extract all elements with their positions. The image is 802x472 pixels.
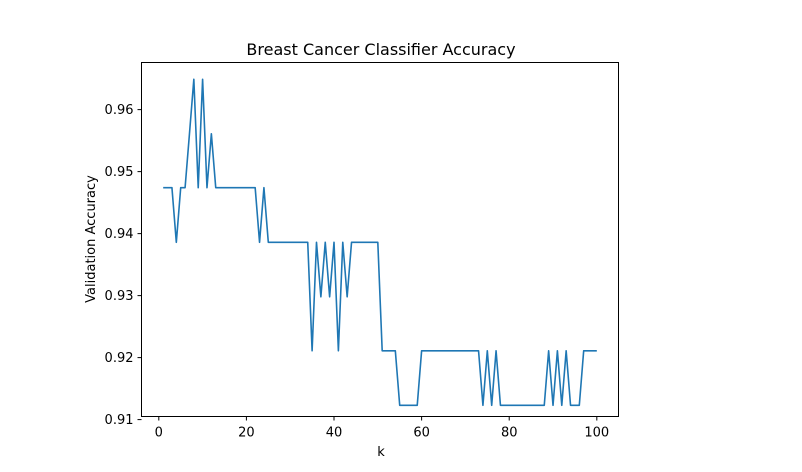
y-axis-label: Validation Accuracy: [84, 175, 99, 303]
x-tick-label: 40: [326, 426, 343, 441]
plot-frame: [141, 62, 619, 417]
y-axis: 0.91 0.92 0.93 0.94 0.95 0.96: [105, 103, 142, 428]
y-tick-label: 0.92: [105, 351, 134, 366]
x-axis: 0 20 40 60 80 100: [155, 416, 609, 441]
y-tick-label: 0.95: [105, 165, 134, 180]
chart-title: Breast Cancer Classifier Accuracy: [246, 40, 515, 59]
y-tick-label: 0.94: [105, 227, 134, 242]
y-tick-label: 0.93: [105, 289, 134, 304]
accuracy-line: [163, 78, 597, 407]
x-tick-label: 80: [501, 426, 518, 441]
x-tick-label: 100: [584, 426, 609, 441]
y-tick-label: 0.96: [105, 103, 134, 118]
y-tick-label: 0.91: [105, 413, 134, 428]
x-tick-label: 60: [413, 426, 430, 441]
x-tick-label: 0: [155, 426, 163, 441]
x-axis-label: k: [377, 445, 385, 460]
x-tick-label: 20: [238, 426, 255, 441]
